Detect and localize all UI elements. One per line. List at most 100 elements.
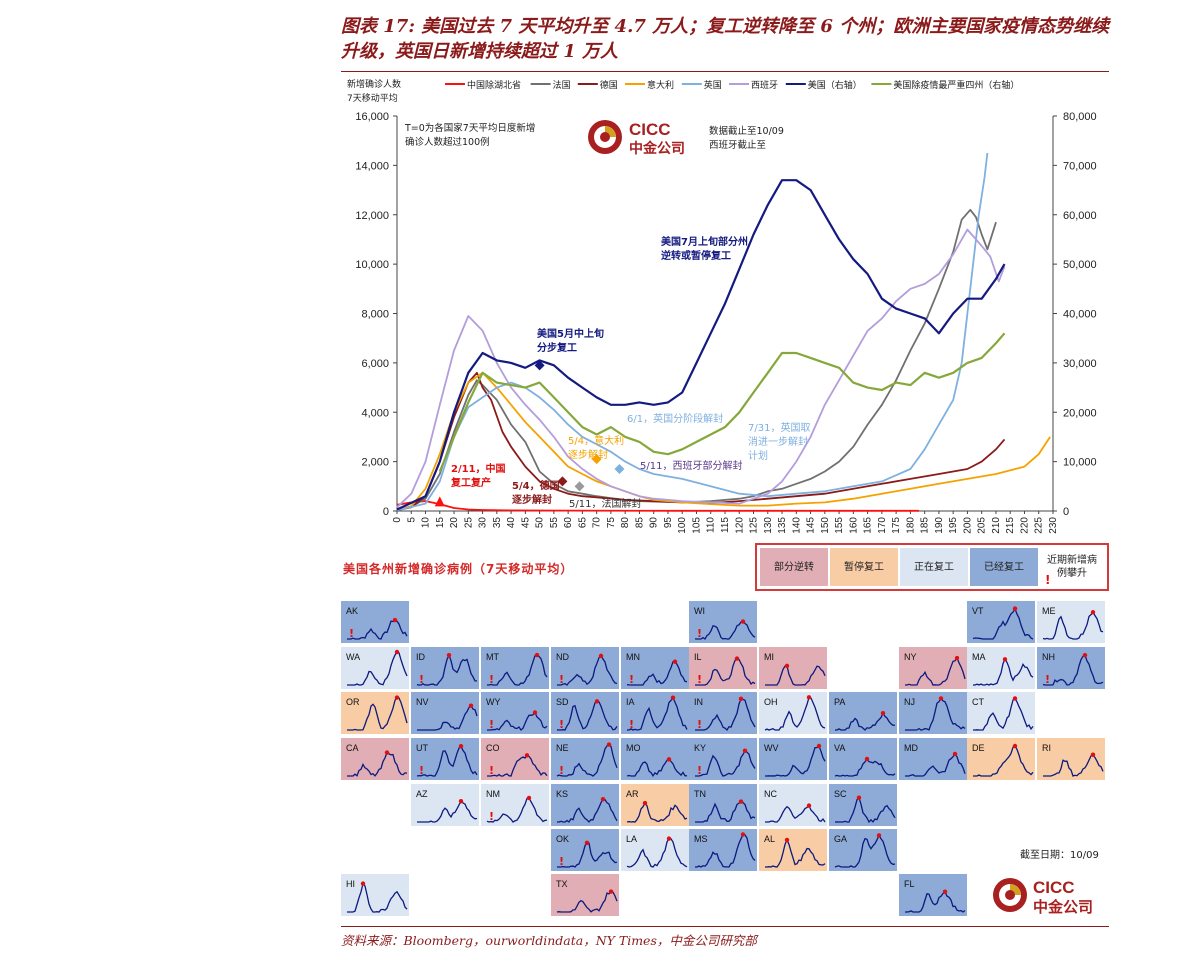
legend-reopened: 已经复工 — [970, 548, 1038, 586]
x-tick-label: 55 — [549, 517, 560, 529]
state-sparkline-path — [905, 890, 966, 913]
rising-alert-icon: ! — [559, 764, 565, 777]
state-peak-dot — [734, 656, 740, 661]
y-right-tick-label: 80,000 — [1063, 111, 1097, 123]
state-peak-dot — [384, 750, 390, 755]
uk-june-note-line-0: 6/1，英国分阶段解封 — [627, 412, 723, 425]
state-peak-dot — [666, 836, 672, 841]
state-sparkline-ca — [347, 750, 408, 777]
state-tile-sc: SC — [829, 784, 897, 826]
state-peak-dot — [606, 742, 612, 747]
x-tick-label: 135 — [777, 517, 788, 534]
x-tick-label: 180 — [905, 517, 916, 534]
state-sparkline-co — [487, 753, 548, 777]
state-sparkline-path — [765, 744, 826, 777]
state-peak-dot — [526, 795, 532, 801]
state-sparkline-wi — [694, 619, 756, 640]
series-line-6 — [396, 179, 1006, 511]
state-sparkline-path — [834, 834, 896, 868]
logo-text: CICC — [629, 120, 671, 139]
state-sparkline-path — [972, 607, 1034, 640]
state-sparkline-ct — [973, 696, 1034, 731]
legend-label-4: 英国 — [704, 79, 722, 91]
state-peak-dot — [608, 889, 614, 894]
legend-label-1: 法国 — [553, 79, 571, 91]
state-abbr: WI — [694, 606, 705, 616]
state-sparkline-path — [347, 619, 408, 640]
state-abbr: AK — [346, 606, 359, 616]
state-peak-dot — [738, 696, 744, 702]
state-sparkline-path — [1042, 611, 1104, 640]
rising-alert-icon: ! — [697, 673, 703, 686]
state-sparkline-path — [694, 620, 756, 640]
state-abbr: MS — [694, 834, 708, 844]
y-right-tick-label: 30,000 — [1063, 358, 1097, 370]
rising-alert-icon: ! — [349, 627, 355, 640]
state-sparkline-path — [627, 696, 688, 731]
state-sparkline-path — [626, 801, 688, 823]
state-tile-az: AZ — [411, 784, 479, 826]
state-tile-fl: FL — [899, 874, 967, 916]
state-abbr: CT — [972, 697, 984, 707]
state-sparkline-vt — [972, 606, 1034, 640]
state-tile-tn: TN — [689, 784, 757, 826]
logo-cn: 中金公司 — [629, 140, 685, 157]
legend-label-3: 意大利 — [647, 79, 674, 91]
state-abbr: MA — [972, 652, 986, 662]
legend-label-5: 西班牙 — [751, 79, 778, 91]
state-tile-la: LA — [621, 829, 689, 871]
state-sparkline-fl — [905, 889, 966, 913]
state-peak-dot — [876, 833, 882, 838]
state-tile-il: IL! — [689, 647, 757, 689]
series-line-7 — [438, 332, 1006, 472]
state-sparkline-path — [487, 711, 548, 731]
y-right-tick-label: 40,000 — [1063, 309, 1097, 321]
state-tile-nm: NM! — [481, 784, 549, 826]
state-abbr: ND — [556, 652, 569, 662]
state-sparkline-il — [695, 656, 756, 686]
state-sparkline-hi — [347, 881, 408, 913]
state-tile-ky: KY! — [689, 738, 757, 780]
state-sparkline-ma — [973, 657, 1034, 686]
state-abbr: SD — [556, 697, 569, 707]
legend-rising-mark: ! — [1045, 573, 1051, 587]
state-sparkline-al — [765, 837, 826, 868]
state-sparkline-path — [765, 665, 826, 686]
state-abbr: NC — [764, 789, 777, 799]
x-tick-label: 45 — [520, 517, 531, 529]
rising-alert-icon: ! — [419, 764, 425, 777]
legend-rising-label: 近期新增病例攀升 — [1047, 555, 1097, 579]
state-abbr: WA — [346, 652, 361, 662]
state-sparkline-path — [905, 697, 966, 731]
y-left-tick-label: 14,000 — [355, 160, 389, 172]
state-peak-dot — [942, 889, 948, 894]
state-sparkline-ga — [834, 833, 896, 868]
state-sparkline-ri — [1043, 752, 1104, 777]
state-sparkline-mn — [626, 659, 688, 686]
state-sparkline-path — [557, 798, 618, 823]
x-tick-label: 125 — [749, 517, 760, 534]
x-tick-label: 35 — [492, 517, 503, 529]
state-tile-ct: CT — [967, 692, 1035, 734]
state-peak-dot — [584, 840, 590, 846]
x-tick-label: 100 — [677, 517, 688, 534]
x-tick-label: 225 — [1034, 517, 1045, 534]
cicc-logo-bottom: CICC 中金公司 — [993, 878, 1093, 916]
series-line-5 — [396, 228, 1006, 508]
state-abbr: NV — [416, 697, 429, 707]
state-peak-dot — [738, 799, 744, 804]
chart-legend: 新增确诊人数 7天移动平均 中国除湖北省 法国 德国 意大利 英国 西班牙 美国（右轴） 美国除疫… — [347, 78, 1019, 104]
state-sparkline-nj — [905, 696, 966, 731]
state-tile-co: CO! — [481, 738, 549, 780]
state-sparkline-path — [556, 743, 618, 777]
state-sparkline-path — [1042, 654, 1104, 686]
state-tile-nd: ND! — [551, 647, 619, 689]
state-abbr: IN — [694, 697, 703, 707]
date-note-line-0: 数据截止至10/09 — [709, 125, 784, 137]
x-tick-label: 195 — [948, 517, 959, 534]
state-tile-ut: UT! — [411, 738, 479, 780]
state-sparkline-mo — [626, 757, 688, 777]
x-tick-label: 185 — [920, 517, 931, 534]
